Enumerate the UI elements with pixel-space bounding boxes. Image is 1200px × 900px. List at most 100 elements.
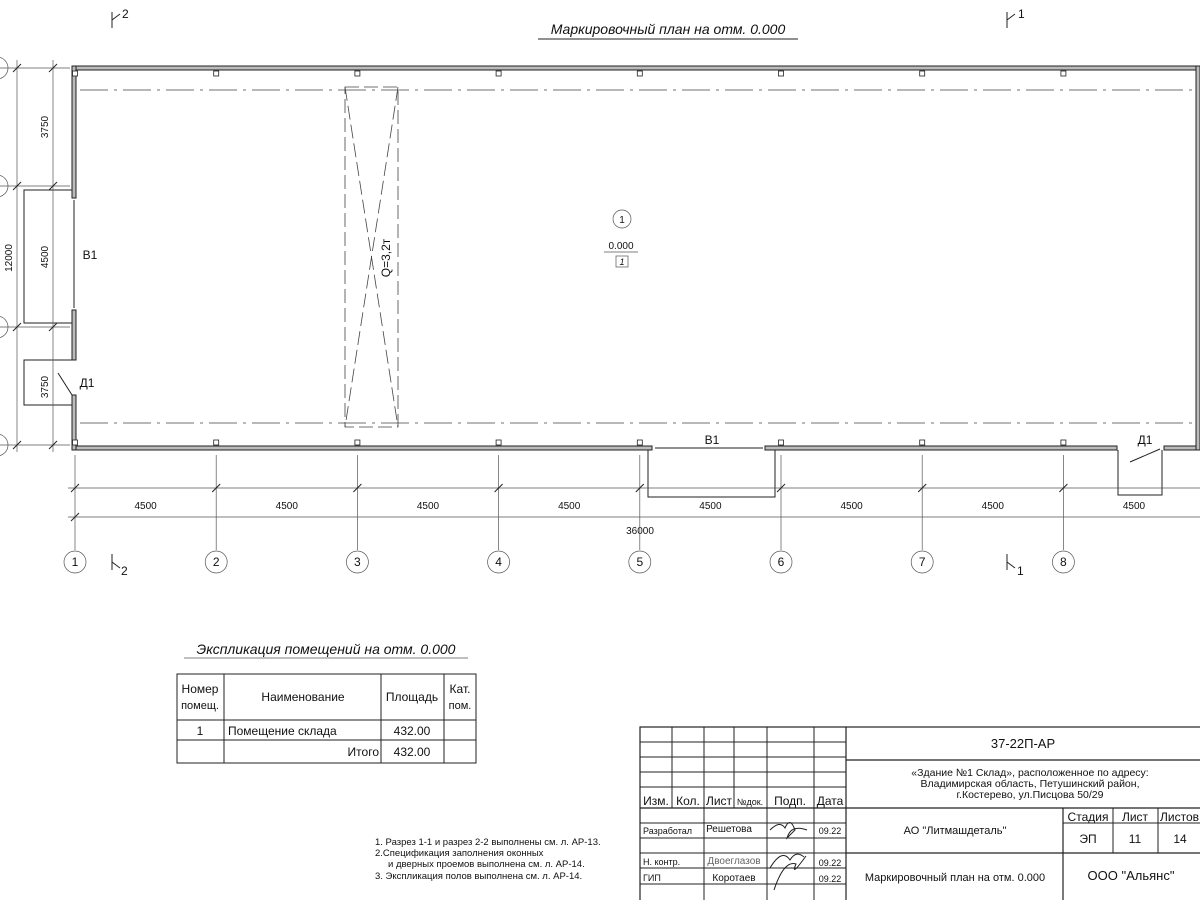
crane-outline <box>344 86 399 428</box>
svg-text:09.22: 09.22 <box>819 858 842 868</box>
svg-text:09.22: 09.22 <box>819 874 842 884</box>
dim-y-3: 3750 <box>40 375 51 398</box>
object-line-3: г.Костерево, ул.Писцова 50/29 <box>957 789 1104 801</box>
dim-x: 4500 <box>134 501 157 512</box>
svg-text:Разработал: Разработал <box>643 826 692 836</box>
svg-text:ГИП: ГИП <box>643 873 661 883</box>
company-name: ООО "Альянс" <box>1088 868 1175 883</box>
dim-x: 4500 <box>982 501 1005 512</box>
room-level: 0.000 <box>608 241 633 252</box>
title-block-headers: Изм. Кол. Лист №док. Подп. Дата <box>643 794 843 808</box>
column-bottom <box>1060 439 1067 446</box>
column-markers <box>72 70 1067 446</box>
object-line-1: «Здание №1 Склад», расположенное по адре… <box>911 767 1148 779</box>
axis-label-8: 8 <box>1060 555 1067 569</box>
dim-x: 4500 <box>417 501 440 512</box>
door-label-bottom: Д1 <box>1138 433 1153 447</box>
axes-y <box>0 57 70 456</box>
column-bottom <box>919 439 926 446</box>
svg-text:№док.: №док. <box>737 797 763 807</box>
svg-text:3. Экспликация полов выполнена: 3. Экспликация полов выполнена см. л. АР… <box>375 871 582 882</box>
row-name: Помещение склада <box>228 724 337 738</box>
svg-text:Решетова: Решетова <box>706 824 752 835</box>
svg-text:1. Разрез 1-1 и разрез 2-2 вып: 1. Разрез 1-1 и разрез 2-2 выполнены см.… <box>375 837 601 848</box>
axis-bubble <box>487 550 510 574</box>
column-bottom <box>636 439 643 446</box>
dim-x: 4500 <box>276 501 299 512</box>
axis-bubble <box>910 550 934 574</box>
axis-bubble <box>204 550 228 574</box>
room-number: 1 <box>619 215 625 226</box>
sheets-value: 14 <box>1173 832 1187 846</box>
section-mark-top-right: 1 <box>1006 7 1025 28</box>
axis-bubble <box>628 550 652 574</box>
stage-value: ЭП <box>1079 832 1096 846</box>
row-number: 1 <box>197 724 204 738</box>
svg-text:2: 2 <box>121 564 128 578</box>
notes: 1. Разрез 1-1 и разрез 2-2 выполнены см.… <box>375 837 601 882</box>
header-area: Площадь <box>386 690 438 704</box>
sheet-label: Лист <box>1122 810 1149 824</box>
total-label: Итого <box>348 745 380 759</box>
svg-text:Дата: Дата <box>817 794 844 808</box>
column-bottom <box>778 439 784 446</box>
header-category: Кат. пом. <box>449 682 472 712</box>
axis-bubble <box>346 550 369 574</box>
axis-bubble-row <box>0 175 9 197</box>
header-name: Наименование <box>261 690 345 704</box>
axis-label-7: 7 <box>919 555 926 569</box>
column-bottom <box>495 439 502 446</box>
dim-total-x: 36000 <box>626 526 654 537</box>
stage-label: Стадия <box>1068 810 1109 824</box>
axis-bubble-row <box>0 316 9 338</box>
sheets-label: Листов <box>1160 810 1199 824</box>
svg-text:09.22: 09.22 <box>819 826 842 836</box>
explication-title: Экспликация помещений на отм. 0.000 <box>197 641 456 657</box>
column-top <box>495 70 502 77</box>
dim-y-2: 4500 <box>40 245 51 268</box>
plan-title: Маркировочный план на отм. 0.000 <box>551 21 786 37</box>
dim-x: 4500 <box>840 501 863 512</box>
column-top <box>636 70 643 77</box>
svg-text:1: 1 <box>1017 564 1024 578</box>
column-top <box>213 70 220 77</box>
axis-bubble <box>1052 550 1075 574</box>
section-mark-top-left: 2 <box>111 7 129 28</box>
section-mark-bottom-left: 2 <box>111 554 128 578</box>
axis-bubble <box>63 550 87 574</box>
column-top <box>778 70 784 77</box>
svg-text:Кол.: Кол. <box>676 794 700 808</box>
axis-bubble-row <box>0 434 9 456</box>
column-top <box>919 70 926 77</box>
total-area: 432.00 <box>394 745 431 759</box>
client-name: АО "Литмашдеталь" <box>904 825 1007 837</box>
axis-label-2: 2 <box>213 555 220 569</box>
title-block-signatures: Разработал Решетова 09.22 Н. контр. Двое… <box>643 822 842 891</box>
dim-x: 4500 <box>699 501 722 512</box>
object-line-2: Владимирская область, Петушинский район, <box>920 778 1139 790</box>
svg-text:Изм.: Изм. <box>643 794 669 808</box>
signature-1 <box>769 822 808 840</box>
crane-capacity-label: Q=3,2т <box>379 238 393 277</box>
axis-label-3: 3 <box>354 555 361 569</box>
column-top <box>354 70 361 77</box>
explication-table <box>176 673 477 764</box>
column-bottom <box>213 439 220 446</box>
svg-text:2: 2 <box>122 7 129 21</box>
project-code: 37-22П-АР <box>991 736 1055 751</box>
axis-label-6: 6 <box>778 555 785 569</box>
column-top <box>1060 70 1067 77</box>
column-bottom <box>72 439 78 446</box>
dim-y-1: 3750 <box>40 115 51 138</box>
door-label-left: Д1 <box>80 376 95 390</box>
window-label-left: В1 <box>83 248 98 262</box>
svg-text:Лист: Лист <box>706 794 733 808</box>
svg-text:2.Спецификация заполнения окон: 2.Спецификация заполнения оконных <box>375 848 544 859</box>
row-area: 432.00 <box>394 724 431 738</box>
axis-bubble <box>769 550 793 574</box>
building-walls <box>71 65 1200 451</box>
axes-x: 1 2 3 4 5 6 7 8 4500 4500 4500 4500 4500 4500 4500 4500 <box>63 455 1146 574</box>
svg-text:Коротаев: Коротаев <box>712 873 755 884</box>
title-block <box>639 726 1200 900</box>
sheet-value: 11 <box>1129 832 1142 846</box>
